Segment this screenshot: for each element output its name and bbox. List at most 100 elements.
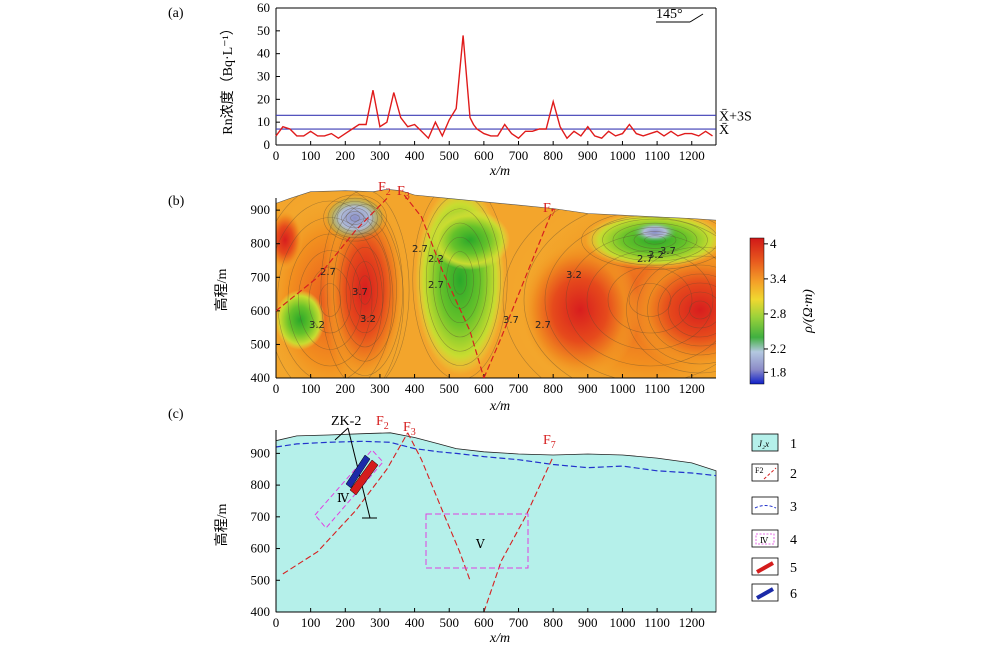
fault-label: F2 [376, 414, 389, 432]
colorbar-tick-label: 4 [770, 236, 777, 251]
section-x-tick-label: 1100 [644, 615, 670, 630]
fault-line [407, 432, 471, 581]
contour-line [439, 236, 481, 324]
contour-line [345, 246, 385, 334]
resistivity-y-tick-label: 800 [251, 236, 271, 251]
contour-line [276, 200, 394, 378]
contour-line [636, 255, 716, 365]
legend-number: 4 [790, 533, 797, 548]
zone-iv-label: Ⅳ [337, 491, 350, 505]
section-x-tick-label: 500 [439, 615, 459, 630]
contour-line [345, 211, 365, 225]
resistivity-x-tick-label: 400 [405, 381, 425, 396]
contour-value-label: 3.7 [660, 246, 676, 257]
section-x-tick-label: 700 [509, 615, 529, 630]
contour-line [586, 250, 714, 350]
resistivity-x-tick-label: 900 [578, 381, 598, 396]
contour-line [298, 250, 362, 350]
contour-value-label: 3.7 [352, 287, 368, 298]
contour-line [502, 189, 716, 378]
legend-item: 5 [751, 557, 797, 576]
resistivity-topography [275, 188, 717, 221]
resistivity-y-tick-label: 500 [251, 336, 271, 351]
section-x-tick-label: 200 [336, 615, 356, 630]
legend-swatch [751, 433, 779, 452]
section-y-tick-label: 700 [251, 509, 271, 524]
contour-line [333, 218, 397, 362]
contour-line [644, 235, 666, 245]
orientation-marker: 145° [656, 7, 683, 22]
contour-line [623, 227, 687, 253]
panel-b-label: (b) [168, 194, 185, 209]
panel-c-label: (c) [168, 407, 184, 422]
rn-x-axis-title: x/m [489, 164, 510, 179]
legend-number: 5 [790, 561, 797, 576]
contour-line [432, 222, 488, 338]
resistivity-y-tick-label: 900 [251, 202, 271, 217]
contour-line [628, 283, 672, 317]
section-y-axis-title: 高程/m [213, 504, 230, 547]
contour-line [678, 291, 716, 329]
contour-line [689, 300, 711, 320]
resistivity-field [276, 189, 716, 378]
contour-value-label: 2.7 [412, 244, 428, 255]
contour-line [287, 233, 373, 367]
section-x-tick-label: 1000 [609, 615, 635, 630]
contour-line [626, 246, 716, 374]
legend-number: 1 [790, 437, 797, 452]
section-y-tick-label: 800 [251, 477, 271, 492]
colorbar-tick-label: 3.4 [770, 271, 787, 286]
zone-v-label: Ⅴ [475, 537, 485, 551]
section-x-tick-label: 900 [578, 615, 598, 630]
contour-line [277, 217, 383, 378]
legend-item: F2 2 [751, 463, 797, 482]
legend-swatch [751, 463, 779, 482]
resistivity-x-tick-label: 1200 [679, 381, 705, 396]
legend-number: 2 [790, 467, 797, 482]
section-x-tick-label: 0 [273, 615, 280, 630]
legend-symbol: J₂x [758, 439, 769, 449]
resistivity-x-tick-label: 100 [301, 381, 321, 396]
colorbar-tick-label: 2.2 [770, 341, 786, 356]
contour-line [358, 275, 372, 305]
section-y-tick-label: 400 [251, 604, 271, 619]
section-x-tick-label: 300 [370, 615, 390, 630]
resistivity-y-tick-label: 400 [251, 370, 271, 385]
orientation-arrow-icon [656, 13, 704, 23]
rn-x-tick-label: 900 [578, 148, 598, 163]
rn-x-tick-label: 400 [405, 148, 425, 163]
resistivity-x-tick-label: 300 [370, 381, 390, 396]
contour-line [602, 218, 708, 262]
legend-item: J₂x 1 [751, 433, 797, 452]
contour-line [352, 261, 378, 319]
contour-value-label: 3.2 [648, 250, 664, 261]
contour-line [452, 265, 468, 295]
contour-line [332, 201, 378, 235]
bedrock-area [275, 432, 717, 613]
colorbar: 1.8 2.2 2.8 3.4 4 ρ/(Ω·m) [749, 236, 816, 385]
legend-item: 6 [751, 583, 797, 602]
contour-line [308, 266, 352, 334]
rn-x-tick-label: 1100 [644, 148, 670, 163]
zone-v-box [425, 513, 529, 569]
section-y-tick-label: 600 [251, 541, 271, 556]
resistivity-x-tick-label: 200 [336, 381, 356, 396]
resistivity-x-axis-title: x/m [489, 399, 510, 414]
section-x-tick-label: 800 [543, 615, 563, 630]
rn-x-tick-label: 100 [301, 148, 321, 163]
rn-x-tick-label: 200 [336, 148, 356, 163]
contour-line [633, 231, 677, 249]
rn-y-tick-label: 60 [257, 0, 270, 15]
rn-y-tick-label: 0 [264, 137, 271, 152]
contour-line [647, 264, 716, 356]
contour-line [339, 232, 391, 348]
contour-value-label: 2.7 [535, 320, 551, 331]
resistivity-y-tick-label: 600 [251, 303, 271, 318]
rn-series-line [275, 35, 713, 140]
section-x-axis-title: x/m [489, 631, 510, 646]
resistivity-x-tick-label: 800 [543, 381, 563, 396]
section-x-tick-label: 400 [405, 615, 425, 630]
